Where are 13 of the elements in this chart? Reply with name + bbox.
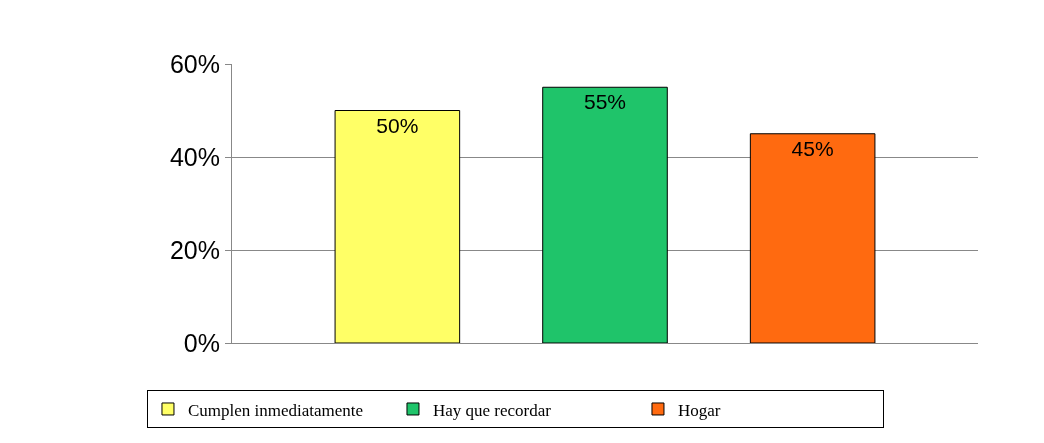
legend-label: Hogar bbox=[677, 400, 721, 420]
data-label: 50% bbox=[376, 113, 419, 137]
data-label: 45% bbox=[791, 136, 834, 160]
bar bbox=[749, 133, 876, 343]
bar bbox=[542, 86, 668, 343]
y-tick-label: 20% bbox=[169, 235, 220, 264]
bar bbox=[334, 110, 461, 343]
y-tick-label: 60% bbox=[169, 49, 220, 78]
legend-label: Hay que recordar bbox=[432, 400, 552, 420]
data-label: 55% bbox=[583, 90, 627, 114]
y-tick-label: 0% bbox=[183, 328, 220, 357]
legend-label: Cumplen inmediatamente bbox=[187, 400, 364, 420]
y-tick-label: 40% bbox=[169, 142, 220, 171]
